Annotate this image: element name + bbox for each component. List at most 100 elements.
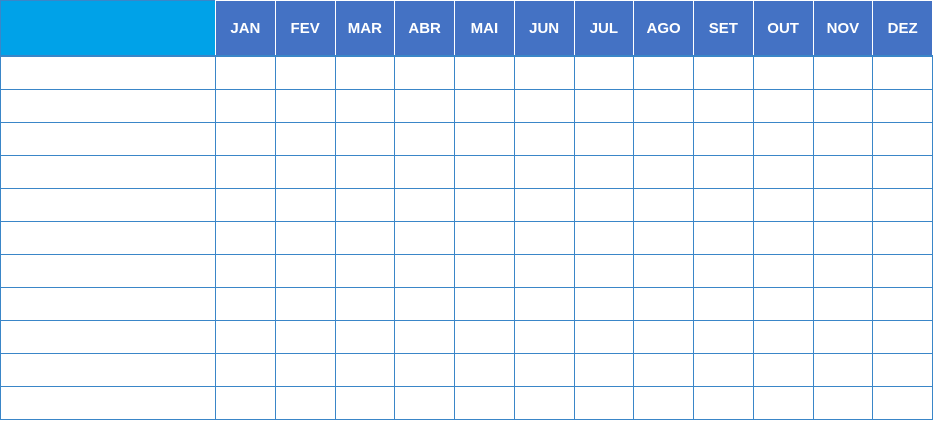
month-header-abr[interactable]: ABR [394,0,455,57]
month-value-cell[interactable] [334,320,396,354]
month-value-cell[interactable] [215,287,276,321]
month-value-cell[interactable] [454,122,515,156]
month-header-nov[interactable]: NOV [812,0,874,57]
month-value-cell[interactable] [752,155,814,189]
month-value-cell[interactable] [215,320,276,354]
month-value-cell[interactable] [573,386,635,420]
month-value-cell[interactable] [573,188,635,222]
month-value-cell[interactable] [872,386,933,420]
month-value-cell[interactable] [274,122,336,156]
month-value-cell[interactable] [872,122,933,156]
row-label-cell[interactable] [0,320,216,354]
month-value-cell[interactable] [812,155,874,189]
month-value-cell[interactable] [573,254,635,288]
month-value-cell[interactable] [872,155,933,189]
row-label-cell[interactable] [0,188,216,222]
month-value-cell[interactable] [274,188,336,222]
month-value-cell[interactable] [274,55,336,90]
month-value-cell[interactable] [633,287,694,321]
row-label-cell[interactable] [0,221,216,255]
month-value-cell[interactable] [693,188,754,222]
row-label-cell[interactable] [0,353,216,387]
month-value-cell[interactable] [513,353,575,387]
month-value-cell[interactable] [752,89,814,123]
month-value-cell[interactable] [454,155,515,189]
month-value-cell[interactable] [394,353,455,387]
month-value-cell[interactable] [334,122,396,156]
row-label-cell[interactable] [0,386,216,420]
month-value-cell[interactable] [812,353,874,387]
month-value-cell[interactable] [394,89,455,123]
month-value-cell[interactable] [513,320,575,354]
row-label-cell[interactable] [0,55,216,90]
month-value-cell[interactable] [872,287,933,321]
month-value-cell[interactable] [812,122,874,156]
month-value-cell[interactable] [633,254,694,288]
month-value-cell[interactable] [633,122,694,156]
month-value-cell[interactable] [394,221,455,255]
month-value-cell[interactable] [752,320,814,354]
month-value-cell[interactable] [215,254,276,288]
month-value-cell[interactable] [633,55,694,90]
month-header-mar[interactable]: MAR [334,0,396,57]
month-value-cell[interactable] [274,254,336,288]
month-value-cell[interactable] [334,89,396,123]
row-label-cell[interactable] [0,287,216,321]
month-value-cell[interactable] [334,155,396,189]
month-value-cell[interactable] [334,353,396,387]
month-value-cell[interactable] [812,89,874,123]
month-value-cell[interactable] [334,386,396,420]
month-value-cell[interactable] [752,287,814,321]
month-value-cell[interactable] [812,386,874,420]
row-label-cell[interactable] [0,254,216,288]
month-value-cell[interactable] [573,55,635,90]
month-value-cell[interactable] [693,221,754,255]
month-value-cell[interactable] [633,89,694,123]
month-value-cell[interactable] [812,320,874,354]
month-value-cell[interactable] [394,188,455,222]
month-value-cell[interactable] [454,89,515,123]
month-value-cell[interactable] [633,320,694,354]
month-value-cell[interactable] [454,287,515,321]
month-value-cell[interactable] [573,353,635,387]
row-label-cell[interactable] [0,122,216,156]
month-value-cell[interactable] [872,353,933,387]
month-value-cell[interactable] [394,386,455,420]
month-value-cell[interactable] [215,55,276,90]
month-value-cell[interactable] [274,221,336,255]
month-value-cell[interactable] [633,188,694,222]
month-value-cell[interactable] [693,353,754,387]
month-value-cell[interactable] [215,221,276,255]
month-value-cell[interactable] [274,155,336,189]
month-value-cell[interactable] [454,188,515,222]
corner-header-cell[interactable] [0,0,216,57]
month-value-cell[interactable] [693,122,754,156]
month-header-ago[interactable]: AGO [633,0,694,57]
month-header-jan[interactable]: JAN [215,0,276,57]
month-header-jul[interactable]: JUL [573,0,635,57]
month-value-cell[interactable] [274,287,336,321]
month-value-cell[interactable] [573,320,635,354]
month-value-cell[interactable] [513,254,575,288]
month-value-cell[interactable] [693,155,754,189]
month-value-cell[interactable] [752,122,814,156]
month-value-cell[interactable] [872,221,933,255]
month-value-cell[interactable] [334,188,396,222]
month-value-cell[interactable] [215,122,276,156]
row-label-cell[interactable] [0,89,216,123]
month-value-cell[interactable] [513,122,575,156]
month-value-cell[interactable] [274,386,336,420]
month-value-cell[interactable] [812,221,874,255]
month-value-cell[interactable] [633,353,694,387]
month-value-cell[interactable] [752,254,814,288]
month-value-cell[interactable] [454,320,515,354]
month-value-cell[interactable] [513,221,575,255]
month-value-cell[interactable] [454,221,515,255]
month-value-cell[interactable] [215,155,276,189]
month-value-cell[interactable] [693,254,754,288]
month-value-cell[interactable] [513,386,575,420]
month-value-cell[interactable] [454,254,515,288]
month-value-cell[interactable] [513,287,575,321]
month-value-cell[interactable] [215,188,276,222]
month-value-cell[interactable] [454,353,515,387]
